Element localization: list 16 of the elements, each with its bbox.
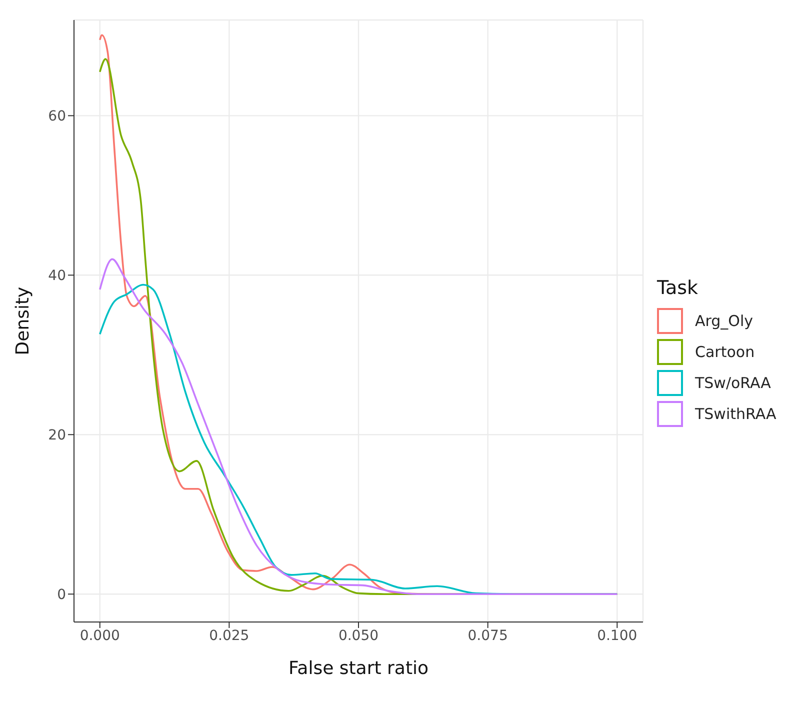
x-tick-label: 0.100: [597, 628, 638, 644]
x-axis-title: False start ratio: [288, 658, 429, 679]
y-tick-label: 0: [57, 587, 66, 604]
legend-label: Cartoon: [695, 342, 755, 360]
legend-label: TSw/oRAA: [695, 374, 771, 392]
y-tick-label: 20: [48, 428, 66, 444]
x-tick-label: 0.025: [209, 628, 250, 644]
y-tick-label: 60: [48, 108, 66, 125]
x-tick-label: 0.000: [80, 628, 120, 644]
legend-title: Task: [657, 277, 700, 299]
y-tick-label: 40: [48, 268, 66, 284]
x-tick-label: 0.075: [468, 628, 508, 644]
legend-label: Arg_Oly: [695, 312, 754, 330]
x-tick-label: 0.050: [338, 628, 379, 644]
y-axis-title: Density: [12, 286, 34, 356]
legend-label: TSwithRAA: [695, 404, 776, 422]
